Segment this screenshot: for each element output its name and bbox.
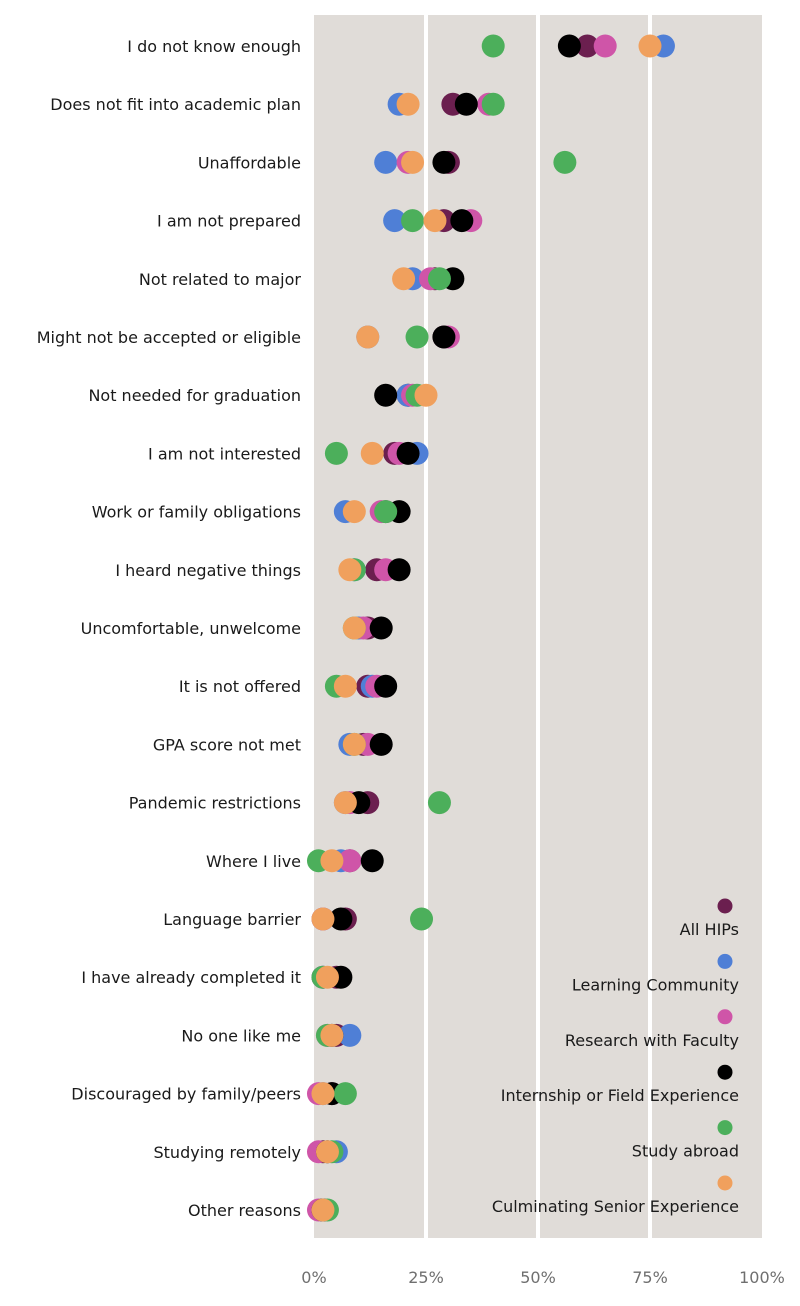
data-point — [333, 674, 357, 698]
data-point — [338, 558, 362, 582]
x-tick-label: 0% — [301, 1268, 326, 1287]
data-point — [338, 849, 362, 873]
data-point — [427, 791, 451, 815]
legend-label: Internship or Field Experience — [501, 1086, 739, 1105]
legend-label: All HIPs — [680, 920, 739, 939]
category-label: Not needed for graduation — [88, 386, 301, 405]
data-point — [396, 92, 420, 116]
legend-marker — [717, 1009, 733, 1025]
data-point — [311, 907, 335, 931]
data-point — [387, 558, 411, 582]
data-point — [333, 791, 357, 815]
data-point — [427, 267, 451, 291]
data-point — [369, 732, 393, 756]
data-point — [360, 441, 384, 465]
data-point — [374, 383, 398, 407]
category-label: I am not prepared — [157, 212, 301, 231]
x-tick-label: 100% — [739, 1268, 785, 1287]
data-point — [342, 616, 366, 640]
category-label: Does not fit into academic plan — [50, 95, 301, 114]
category-label: I have already completed it — [81, 968, 301, 987]
data-point — [557, 34, 581, 58]
data-point — [311, 1198, 335, 1222]
data-point — [593, 34, 617, 58]
data-point — [454, 92, 478, 116]
data-point — [320, 1023, 344, 1047]
data-point — [553, 150, 577, 174]
data-point — [360, 849, 384, 873]
data-point — [638, 34, 662, 58]
data-point — [392, 267, 416, 291]
legend-marker — [717, 1175, 733, 1191]
data-point — [401, 209, 425, 233]
data-point — [315, 965, 339, 989]
category-label: I am not interested — [148, 444, 301, 463]
category-label: Studying remotely — [154, 1143, 302, 1162]
data-point — [481, 34, 505, 58]
data-point — [414, 383, 438, 407]
data-point — [369, 616, 393, 640]
category-label: Not related to major — [139, 270, 302, 289]
x-tick-label: 75% — [632, 1268, 668, 1287]
data-point — [396, 441, 420, 465]
data-point — [374, 150, 398, 174]
category-label: Uncomfortable, unwelcome — [81, 619, 301, 638]
legend-label: Study abroad — [632, 1142, 739, 1161]
data-point — [315, 1140, 339, 1164]
x-tick-label: 25% — [408, 1268, 444, 1287]
data-point — [383, 209, 407, 233]
data-point — [374, 674, 398, 698]
data-point — [356, 325, 380, 349]
category-label: No one like me — [181, 1026, 301, 1045]
category-label: Language barrier — [163, 910, 301, 929]
legend-marker — [717, 953, 733, 969]
data-point — [320, 849, 344, 873]
data-point — [405, 325, 429, 349]
data-point — [329, 907, 353, 931]
data-point — [432, 325, 456, 349]
legend-marker — [717, 898, 733, 914]
data-point — [324, 441, 348, 465]
data-point — [432, 150, 456, 174]
x-tick-label: 50% — [520, 1268, 556, 1287]
data-point — [575, 34, 599, 58]
category-label: Unaffordable — [198, 153, 301, 172]
category-label: Work or family obligations — [92, 503, 301, 522]
category-label: Where I live — [206, 852, 301, 871]
data-point — [450, 209, 474, 233]
data-point — [311, 1082, 335, 1106]
legend-label: Research with Faculty — [565, 1031, 739, 1050]
data-point — [342, 732, 366, 756]
category-label: I do not know enough — [127, 37, 301, 56]
data-point — [401, 150, 425, 174]
data-point — [342, 500, 366, 524]
category-label: Pandemic restrictions — [129, 794, 301, 813]
data-point — [423, 209, 447, 233]
legend-marker — [717, 1120, 733, 1136]
data-point — [374, 500, 398, 524]
data-point — [338, 1023, 362, 1047]
data-point — [333, 1082, 357, 1106]
category-label: Other reasons — [188, 1201, 301, 1220]
data-point — [410, 907, 434, 931]
category-label: Might not be accepted or eligible — [37, 328, 301, 347]
category-label: It is not offered — [179, 677, 301, 696]
category-label: GPA score not met — [153, 735, 301, 754]
legend-label: Learning Community — [572, 975, 739, 994]
data-point — [481, 92, 505, 116]
category-label: Discouraged by family/peers — [71, 1085, 301, 1104]
category-label: I heard negative things — [115, 561, 301, 580]
legend-marker — [717, 1064, 733, 1080]
legend-label: Culminating Senior Experience — [492, 1197, 739, 1216]
